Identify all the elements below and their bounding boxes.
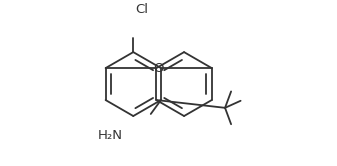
Text: O: O (153, 62, 164, 75)
Text: H₂N: H₂N (98, 129, 123, 142)
Text: Cl: Cl (135, 3, 148, 16)
